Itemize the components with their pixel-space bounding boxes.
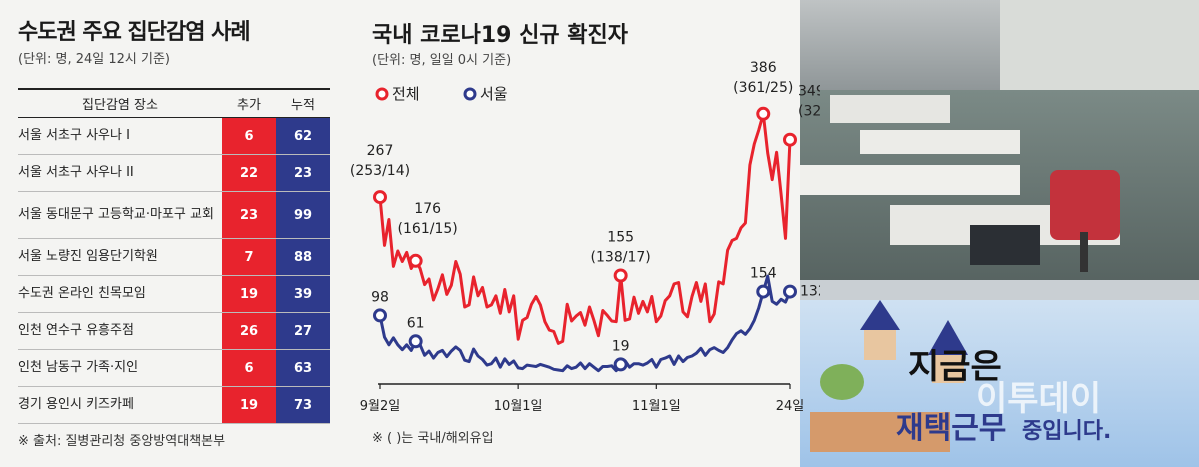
chart-subtitle: (단위: 명, 일일 0시 기준) — [372, 53, 511, 68]
row-cumulative: 73 — [276, 386, 330, 424]
legend-label-total: 전체 — [392, 85, 420, 103]
sign-line-suffix: 중입니다. — [1022, 419, 1111, 444]
row-added: 23 — [222, 191, 276, 239]
row-cumulative: 27 — [276, 312, 330, 350]
row-cumulative: 63 — [276, 349, 330, 387]
partition — [860, 130, 1020, 154]
legend-label-seoul: 서울 — [480, 85, 508, 103]
sign-line-2: 재택근무 — [896, 411, 1006, 446]
partition — [800, 165, 1020, 195]
office-photo: 지금은 재택근무 중입니다. 이투데이 — [800, 0, 1199, 467]
table-row: 경기 용인시 키즈카페 19 73 — [18, 386, 330, 424]
partition — [830, 95, 950, 123]
cluster-table: 집단감염 장소 추가 누적 서울 서초구 사우나 I 6 62 서울 서초구 사… — [18, 88, 330, 424]
row-cumulative: 99 — [276, 191, 330, 239]
covid-line-chart: 국내 코로나19 신규 확진자 (단위: 명, 일일 0시 기준) 전체 서울 … — [350, 23, 820, 446]
annotation-label: 61 — [407, 315, 425, 331]
annotation-sublabel: (253/14) — [350, 163, 410, 179]
sign-line-1: 지금은 — [908, 347, 1002, 387]
annotation-sublabel: (361/25) — [733, 80, 793, 96]
legend-marker-seoul — [463, 87, 477, 101]
row-place: 서울 동대문구 고등학교·마포구 교회 — [18, 191, 222, 239]
legend: 전체 서울 — [375, 85, 508, 103]
x-tick-label: 9월2일 — [360, 399, 400, 414]
header-added: 추가 — [222, 88, 276, 118]
annotation-marker — [756, 284, 771, 299]
annotation-marker — [408, 253, 423, 268]
annotation-marker — [783, 132, 797, 147]
monitor — [970, 225, 1040, 265]
annotation-label: 19 — [612, 338, 630, 354]
roof-shape — [928, 320, 968, 355]
row-cumulative: 88 — [276, 238, 330, 276]
row-added: 19 — [222, 386, 276, 424]
header-cumulative: 누적 — [276, 88, 330, 118]
roof-shape — [860, 300, 900, 330]
legend-marker-total — [375, 87, 389, 101]
row-place: 서울 서초구 사우나 I — [18, 117, 222, 155]
row-added: 6 — [222, 117, 276, 155]
source-note: ※ 출처: 질병관리청 중앙방역대책본부 — [18, 434, 226, 449]
row-added: 26 — [222, 312, 276, 350]
row-place: 서울 노량진 임용단기학원 — [18, 238, 222, 276]
x-tick-label: 10월1일 — [494, 399, 543, 414]
row-place: 인천 연수구 유흥주점 — [18, 312, 222, 350]
chart-title: 국내 코로나19 신규 확진자 — [372, 23, 629, 48]
row-place: 수도권 온라인 친목모임 — [18, 275, 222, 313]
annotation-marker — [408, 334, 423, 349]
table-row: 서울 서초구 사우나 II 22 23 — [18, 154, 330, 192]
table-row: 서울 서초구 사우나 I 6 62 — [18, 117, 330, 155]
annotation-sublabel: (161/15) — [398, 221, 458, 237]
row-added: 19 — [222, 275, 276, 313]
x-tick-label: 24일 — [776, 399, 805, 414]
chart-note: ※ ( )는 국내/해외유입 — [372, 431, 494, 446]
total-series-line — [378, 112, 792, 345]
row-added: 22 — [222, 154, 276, 192]
row-place: 경기 용인시 키즈카페 — [18, 386, 222, 424]
frog-character-icon — [820, 364, 864, 400]
annotation-label: 176 — [414, 201, 441, 217]
annotation-label: 98 — [371, 289, 389, 305]
house-shape — [932, 355, 964, 383]
header-place: 집단감염 장소 — [18, 88, 222, 118]
office-chair — [1050, 170, 1120, 240]
chair-stem — [1080, 232, 1088, 272]
annotation-label: 155 — [607, 230, 634, 246]
annotation-sublabel: (138/17) — [591, 250, 651, 266]
annotation-marker — [756, 106, 771, 121]
table-row: 서울 노량진 임용단기학원 7 88 — [18, 238, 330, 276]
x-tick-label: 11월1일 — [632, 399, 681, 414]
table-title: 수도권 주요 집단감염 사례 — [18, 20, 251, 45]
annotation-marker — [783, 284, 797, 299]
row-place: 서울 서초구 사우나 II — [18, 154, 222, 192]
annotation-marker — [373, 190, 387, 205]
annotation-label: 267 — [367, 143, 394, 159]
table-row: 인천 연수구 유흥주점 26 27 — [18, 312, 330, 350]
watermark: 이투데이 — [976, 379, 1101, 419]
annotation-label: 132 — [800, 284, 820, 300]
house-shape — [864, 330, 896, 360]
table-header-row: 집단감염 장소 추가 누적 — [18, 88, 330, 118]
annotation-label: 386 — [750, 60, 777, 76]
annotation-label: 349 — [798, 84, 820, 100]
counter-shape — [810, 412, 950, 452]
table-row: 서울 동대문구 고등학교·마포구 교회 23 99 — [18, 191, 330, 239]
annotation-marker — [613, 268, 628, 283]
row-added: 6 — [222, 349, 276, 387]
annotation-marker — [613, 357, 628, 372]
table-unit: (단위: 명, 24일 12시 기준) — [18, 52, 170, 67]
annotation-marker — [373, 308, 387, 323]
annotation-sublabel: (320/29) — [798, 104, 820, 120]
row-added: 7 — [222, 238, 276, 276]
row-cumulative: 23 — [276, 154, 330, 192]
row-place: 인천 남동구 가족·지인 — [18, 349, 222, 387]
table-row: 인천 남동구 가족·지인 6 63 — [18, 349, 330, 387]
seoul-series-line — [378, 274, 792, 373]
row-cumulative: 62 — [276, 117, 330, 155]
cluster-infection-panel: 수도권 주요 집단감염 사례 (단위: 명, 24일 12시 기준) 집단감염 … — [0, 0, 340, 467]
table-row: 수도권 온라인 친목모임 19 39 — [18, 275, 330, 313]
row-cumulative: 39 — [276, 275, 330, 313]
annotation-label: 154 — [750, 266, 777, 282]
